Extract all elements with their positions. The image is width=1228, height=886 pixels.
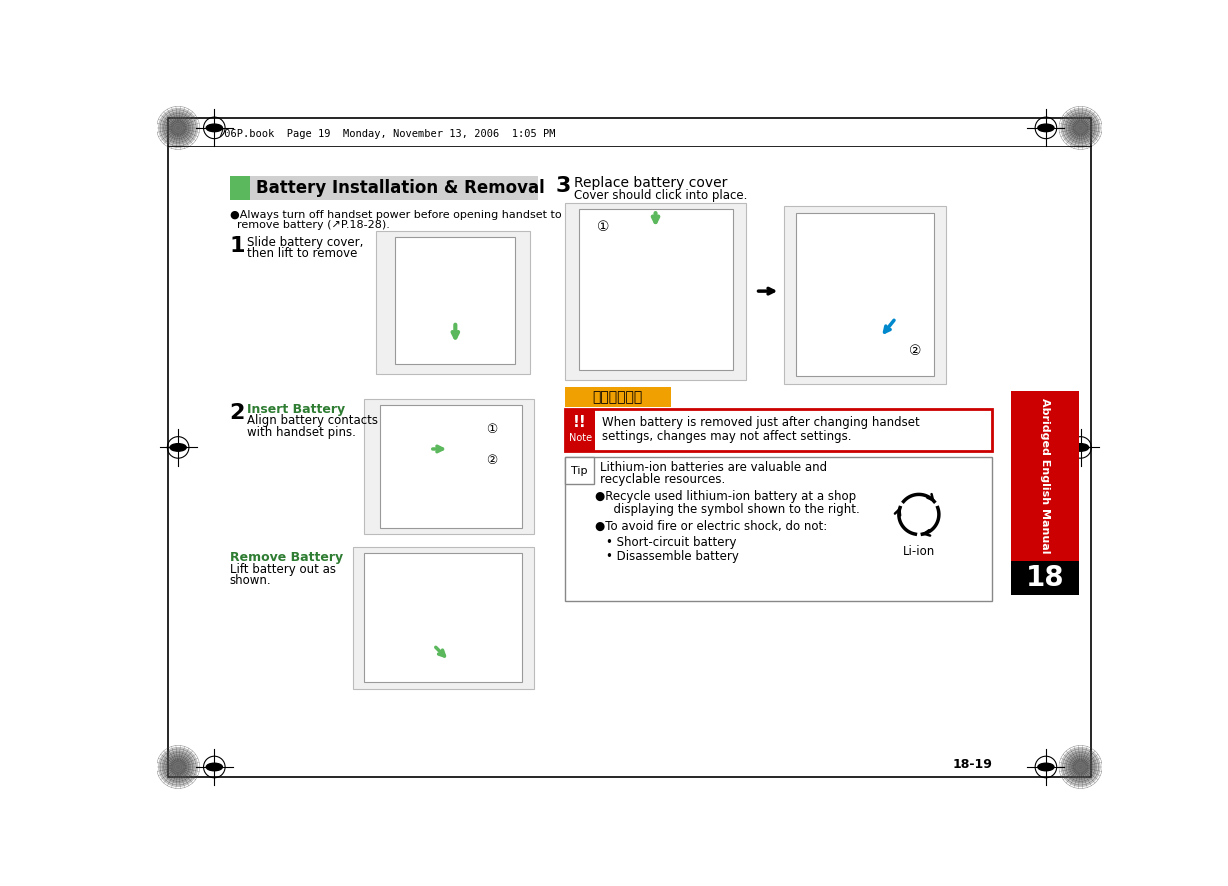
Circle shape — [162, 112, 194, 144]
Bar — [796, 213, 935, 376]
Bar — [578, 209, 733, 370]
Text: Lift battery out as: Lift battery out as — [230, 563, 335, 576]
Bar — [352, 547, 534, 689]
Text: settings, changes may not affect settings.: settings, changes may not affect setting… — [602, 430, 851, 443]
Circle shape — [158, 747, 198, 787]
Text: • Disassemble battery: • Disassemble battery — [607, 550, 739, 563]
Text: 18: 18 — [1025, 563, 1065, 592]
Circle shape — [1076, 762, 1086, 773]
Ellipse shape — [206, 124, 222, 132]
Circle shape — [162, 750, 194, 783]
Text: Note: Note — [569, 433, 592, 443]
Text: ●Recycle used lithium-ion battery at a shop: ●Recycle used lithium-ion battery at a s… — [596, 490, 857, 503]
Bar — [565, 203, 745, 380]
Text: Remove Battery: Remove Battery — [230, 551, 343, 564]
Bar — [365, 553, 522, 682]
Text: Slide battery cover,: Slide battery cover, — [247, 236, 363, 249]
Circle shape — [1078, 766, 1082, 769]
Text: 2: 2 — [230, 403, 246, 423]
Text: 1: 1 — [230, 236, 246, 256]
Circle shape — [1061, 747, 1100, 787]
Bar — [565, 456, 992, 602]
Circle shape — [1076, 122, 1086, 133]
Bar — [379, 405, 522, 528]
Text: 追加しました: 追加しました — [593, 391, 643, 404]
Bar — [565, 409, 596, 450]
Text: displaying the symbol shown to the right.: displaying the symbol shown to the right… — [607, 502, 860, 516]
Text: Li-ion: Li-ion — [903, 545, 935, 558]
Circle shape — [1072, 758, 1089, 776]
Text: ●To avoid fire or electric shock, do not:: ●To avoid fire or electric shock, do not… — [596, 519, 828, 532]
Bar — [785, 206, 946, 384]
Bar — [365, 399, 534, 533]
Ellipse shape — [206, 763, 222, 771]
Text: ①: ① — [486, 424, 497, 436]
Text: Lithium-ion batteries are valuable and: Lithium-ion batteries are valuable and — [600, 461, 828, 474]
Circle shape — [1068, 754, 1093, 780]
Circle shape — [169, 119, 187, 136]
Text: !!: !! — [573, 416, 587, 431]
Circle shape — [1061, 108, 1100, 148]
Text: ②: ② — [909, 344, 921, 358]
Ellipse shape — [169, 444, 187, 451]
Circle shape — [173, 762, 183, 773]
Text: 706P.book  Page 19  Monday, November 13, 2006  1:05 PM: 706P.book Page 19 Monday, November 13, 2… — [219, 129, 555, 139]
Text: 18-19: 18-19 — [953, 758, 992, 771]
Ellipse shape — [1038, 124, 1054, 132]
Text: then lift to remove: then lift to remove — [247, 247, 357, 260]
Bar — [1012, 561, 1079, 595]
Bar — [249, 175, 538, 200]
Text: ①: ① — [597, 221, 609, 234]
Bar — [565, 409, 992, 450]
Circle shape — [177, 126, 181, 129]
Text: Battery Installation & Removal: Battery Installation & Removal — [255, 179, 545, 197]
Text: with handset pins.: with handset pins. — [247, 426, 356, 439]
Circle shape — [158, 108, 198, 148]
Text: remove battery (↗P.18-28).: remove battery (↗P.18-28). — [230, 221, 389, 230]
Text: Align battery contacts: Align battery contacts — [247, 415, 378, 427]
Text: shown.: shown. — [230, 574, 271, 587]
Circle shape — [169, 758, 187, 776]
Circle shape — [1065, 112, 1097, 144]
Text: ●Always turn off handset power before opening handset to: ●Always turn off handset power before op… — [230, 209, 561, 220]
Text: • Short-circuit battery: • Short-circuit battery — [607, 536, 737, 549]
Circle shape — [1078, 126, 1082, 129]
Text: Abridged English Manual: Abridged English Manual — [1040, 398, 1050, 554]
Text: Insert Battery: Insert Battery — [247, 403, 345, 416]
Text: recyclable resources.: recyclable resources. — [600, 473, 726, 486]
Bar — [565, 456, 594, 485]
Circle shape — [1065, 750, 1097, 783]
Circle shape — [166, 115, 190, 141]
Circle shape — [166, 754, 190, 780]
Bar — [395, 237, 515, 364]
Text: Cover should click into place.: Cover should click into place. — [573, 190, 748, 203]
Text: 3: 3 — [555, 175, 571, 196]
Ellipse shape — [1072, 444, 1089, 451]
Bar — [565, 387, 670, 408]
Bar — [376, 231, 530, 374]
Circle shape — [1072, 119, 1089, 136]
Circle shape — [1068, 115, 1093, 141]
Circle shape — [177, 766, 181, 769]
Bar — [1012, 392, 1079, 561]
Text: ②: ② — [486, 454, 497, 467]
Text: When battery is removed just after changing handset: When battery is removed just after chang… — [602, 416, 920, 430]
Bar — [230, 175, 249, 200]
Ellipse shape — [1038, 763, 1054, 771]
Text: Replace battery cover: Replace battery cover — [573, 175, 727, 190]
Circle shape — [173, 122, 183, 133]
Text: Tip: Tip — [571, 465, 587, 476]
